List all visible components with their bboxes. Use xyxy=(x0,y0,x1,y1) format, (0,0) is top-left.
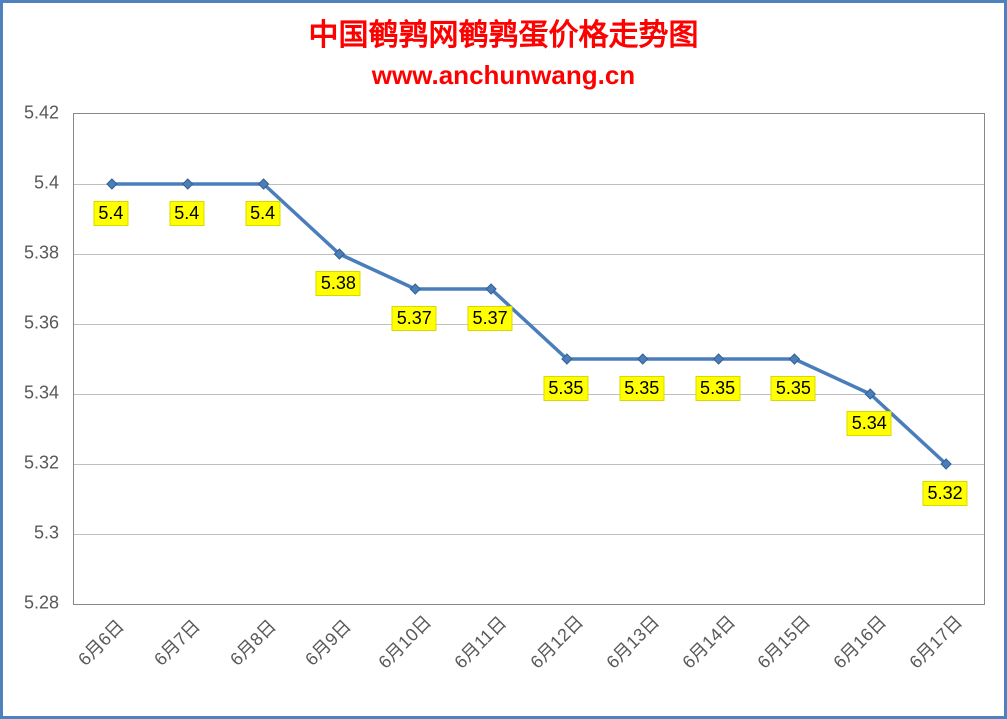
data-label: 5.35 xyxy=(695,376,740,401)
data-label: 5.35 xyxy=(619,376,664,401)
data-label: 5.4 xyxy=(169,201,204,226)
chart-title-line1: 中国鹌鹑网鹌鹑蛋价格走势图 xyxy=(3,15,1004,57)
y-tick-label: 5.4 xyxy=(34,173,59,194)
x-tick-label: 6月6日 xyxy=(68,613,129,674)
series-line xyxy=(112,184,946,464)
data-label: 5.4 xyxy=(245,201,280,226)
x-tick-label: 6月13日 xyxy=(599,613,660,674)
series-marker xyxy=(714,354,724,364)
series-marker xyxy=(638,354,648,364)
x-tick-label: 6月9日 xyxy=(296,613,357,674)
x-tick-label: 6月16日 xyxy=(827,613,888,674)
data-label: 5.35 xyxy=(543,376,588,401)
data-label: 5.32 xyxy=(923,481,968,506)
x-tick-label: 6月14日 xyxy=(675,613,736,674)
data-label: 5.38 xyxy=(316,271,361,296)
x-tick-label: 6月8日 xyxy=(220,613,281,674)
x-tick-label: 6月11日 xyxy=(448,613,509,674)
chart-title: 中国鹌鹑网鹌鹑蛋价格走势图www.anchunwang.cn xyxy=(3,3,1004,93)
data-label: 5.35 xyxy=(771,376,816,401)
data-label: 5.37 xyxy=(468,306,513,331)
price-trend-chart: 中国鹌鹑网鹌鹑蛋价格走势图www.anchunwang.cn 5.28 5.3 5.3… xyxy=(0,0,1007,719)
x-tick-label: 6月17日 xyxy=(903,613,964,674)
y-tick-label: 5.28 xyxy=(24,593,59,614)
line-layer xyxy=(74,114,984,604)
data-label: 5.37 xyxy=(392,306,437,331)
y-tick-label: 5.36 xyxy=(24,313,59,334)
x-tick-label: 6月10日 xyxy=(372,613,433,674)
plot-area xyxy=(73,113,985,605)
y-tick-label: 5.34 xyxy=(24,383,59,404)
y-tick-label: 5.32 xyxy=(24,453,59,474)
x-tick-label: 6月12日 xyxy=(523,613,584,674)
series-marker xyxy=(107,179,117,189)
chart-title-line2: www.anchunwang.cn xyxy=(3,57,1004,93)
series-marker xyxy=(183,179,193,189)
data-label: 5.34 xyxy=(847,411,892,436)
data-label: 5.4 xyxy=(93,201,128,226)
y-tick-label: 5.42 xyxy=(24,103,59,124)
x-tick-label: 6月15日 xyxy=(751,613,812,674)
y-tick-label: 5.38 xyxy=(24,243,59,264)
y-tick-label: 5.3 xyxy=(34,523,59,544)
x-tick-label: 6月7日 xyxy=(144,613,205,674)
